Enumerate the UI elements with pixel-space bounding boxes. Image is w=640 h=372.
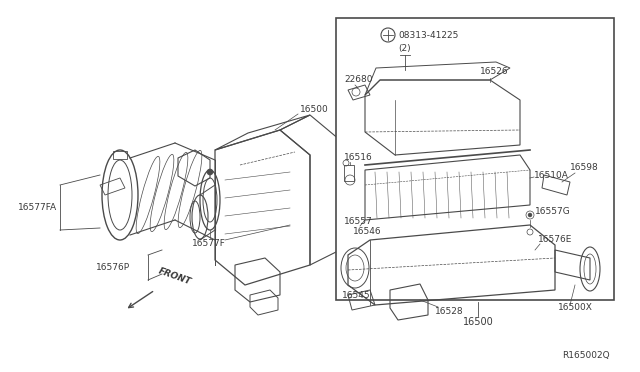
Text: 16546: 16546 bbox=[353, 228, 381, 237]
Bar bbox=[336, 18, 614, 300]
Text: 16510A: 16510A bbox=[534, 170, 569, 180]
Text: FRONT: FRONT bbox=[157, 267, 192, 287]
Bar bbox=[113, 151, 127, 159]
Text: 16500: 16500 bbox=[463, 317, 493, 327]
Text: 16500X: 16500X bbox=[558, 304, 593, 312]
Text: 16557G: 16557G bbox=[535, 208, 571, 217]
Text: 16557: 16557 bbox=[344, 218, 372, 227]
Text: R165002Q: R165002Q bbox=[563, 351, 610, 360]
Text: 16576P: 16576P bbox=[96, 263, 130, 272]
Text: 16516: 16516 bbox=[344, 153, 372, 161]
Text: 16528: 16528 bbox=[435, 308, 463, 317]
Text: 16500: 16500 bbox=[300, 106, 329, 115]
Text: 16577F: 16577F bbox=[192, 240, 226, 248]
Text: 22680: 22680 bbox=[344, 76, 372, 84]
Bar bbox=[344, 165, 354, 181]
Circle shape bbox=[207, 169, 213, 175]
Text: 16526: 16526 bbox=[480, 67, 509, 77]
Text: 16576E: 16576E bbox=[538, 235, 572, 244]
Text: 16598: 16598 bbox=[570, 164, 599, 173]
Text: 16545: 16545 bbox=[342, 291, 371, 299]
Text: (2): (2) bbox=[398, 44, 411, 52]
Circle shape bbox=[528, 213, 532, 217]
Text: 16577FA: 16577FA bbox=[18, 203, 57, 212]
Text: 08313-41225: 08313-41225 bbox=[398, 31, 458, 39]
